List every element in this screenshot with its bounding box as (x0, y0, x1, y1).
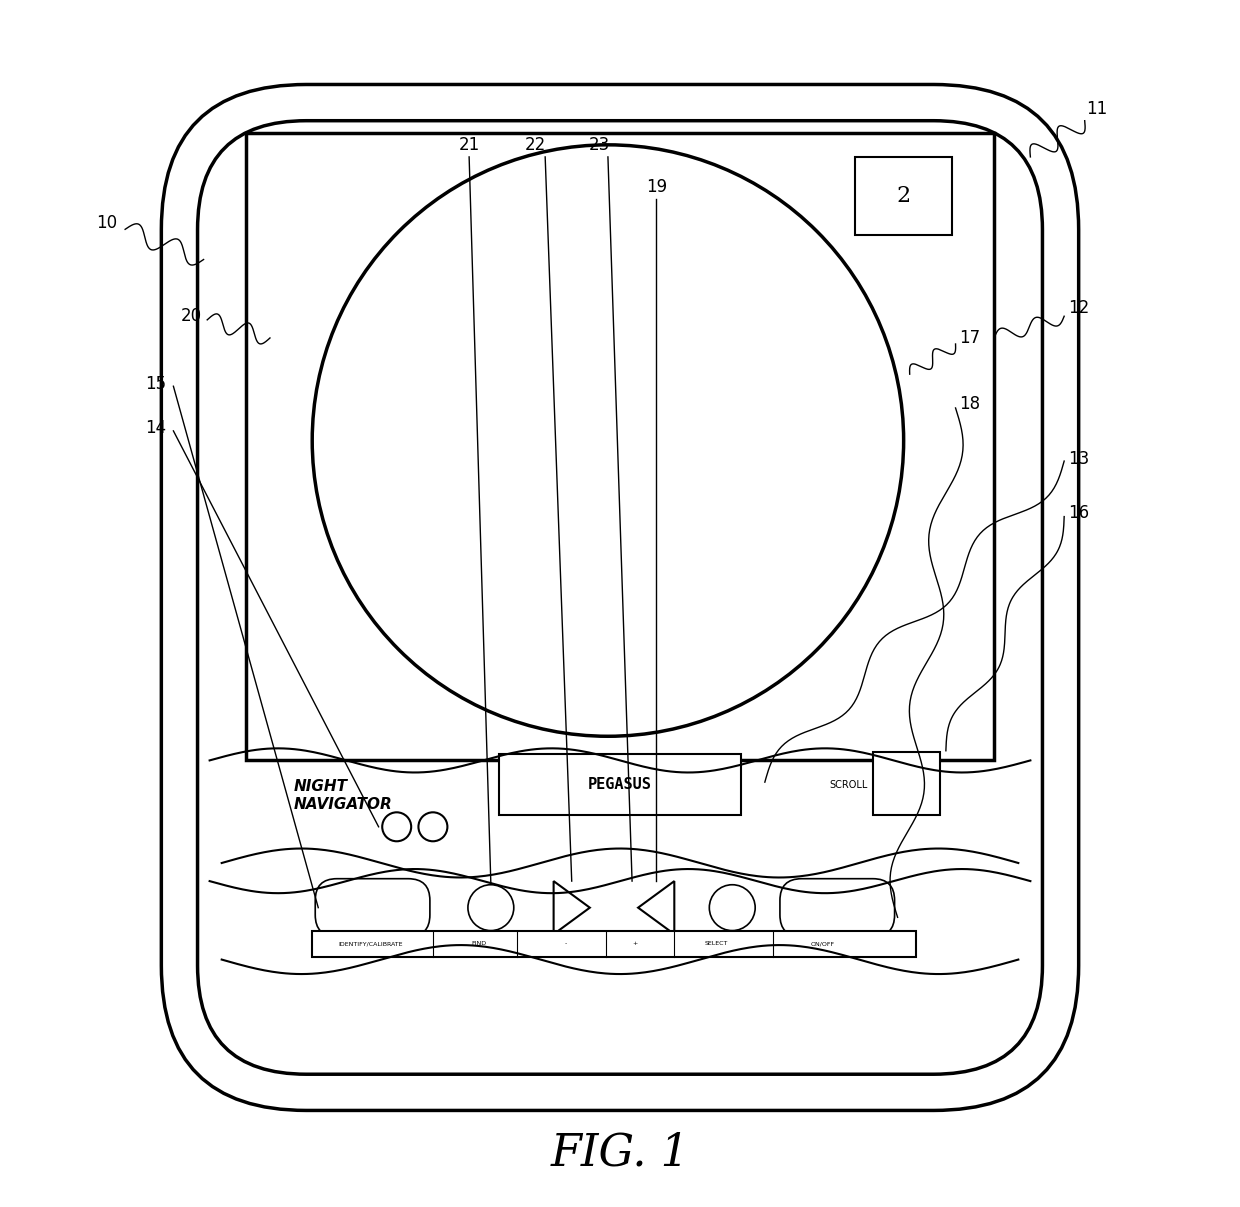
Bar (246, 133, 994, 760)
FancyBboxPatch shape (315, 879, 430, 937)
Circle shape (418, 812, 448, 841)
Text: IDENTIFY/CALIBRATE: IDENTIFY/CALIBRATE (339, 941, 403, 946)
Text: 13: 13 (1068, 450, 1089, 467)
Text: 14: 14 (145, 420, 166, 437)
Text: 20: 20 (181, 308, 202, 325)
Polygon shape (904, 757, 915, 769)
Text: 16: 16 (1068, 505, 1089, 521)
Text: 2: 2 (897, 185, 910, 208)
Ellipse shape (467, 885, 513, 931)
Text: 19: 19 (646, 179, 667, 196)
Text: 22: 22 (525, 136, 546, 153)
Text: 21: 21 (459, 136, 480, 153)
Text: FIG. 1: FIG. 1 (551, 1131, 689, 1174)
Circle shape (382, 812, 412, 841)
Text: 18: 18 (960, 396, 981, 413)
Ellipse shape (709, 885, 755, 931)
Text: 11: 11 (1086, 100, 1107, 117)
Bar (312, 931, 915, 957)
Polygon shape (553, 881, 590, 934)
Text: SELECT: SELECT (704, 941, 728, 946)
FancyBboxPatch shape (161, 84, 1079, 1110)
Text: 12: 12 (1068, 299, 1089, 316)
Bar (500, 754, 740, 815)
Text: FIND: FIND (471, 941, 486, 946)
Circle shape (312, 145, 904, 736)
Text: 17: 17 (960, 330, 981, 346)
Bar (856, 157, 952, 235)
Text: +: + (632, 941, 637, 946)
Text: 23: 23 (589, 136, 610, 153)
Text: 15: 15 (145, 375, 166, 392)
Bar (873, 752, 940, 815)
Text: 10: 10 (97, 215, 118, 232)
FancyBboxPatch shape (780, 879, 894, 937)
Text: NIGHT
NAVIGATOR: NIGHT NAVIGATOR (294, 779, 393, 812)
Text: SCROLL: SCROLL (830, 780, 868, 789)
Polygon shape (639, 881, 675, 934)
Polygon shape (873, 757, 885, 769)
Text: PEGASUS: PEGASUS (588, 777, 652, 792)
Text: ON/OFF: ON/OFF (811, 941, 835, 946)
Text: -: - (564, 941, 567, 946)
FancyBboxPatch shape (197, 121, 1043, 1074)
